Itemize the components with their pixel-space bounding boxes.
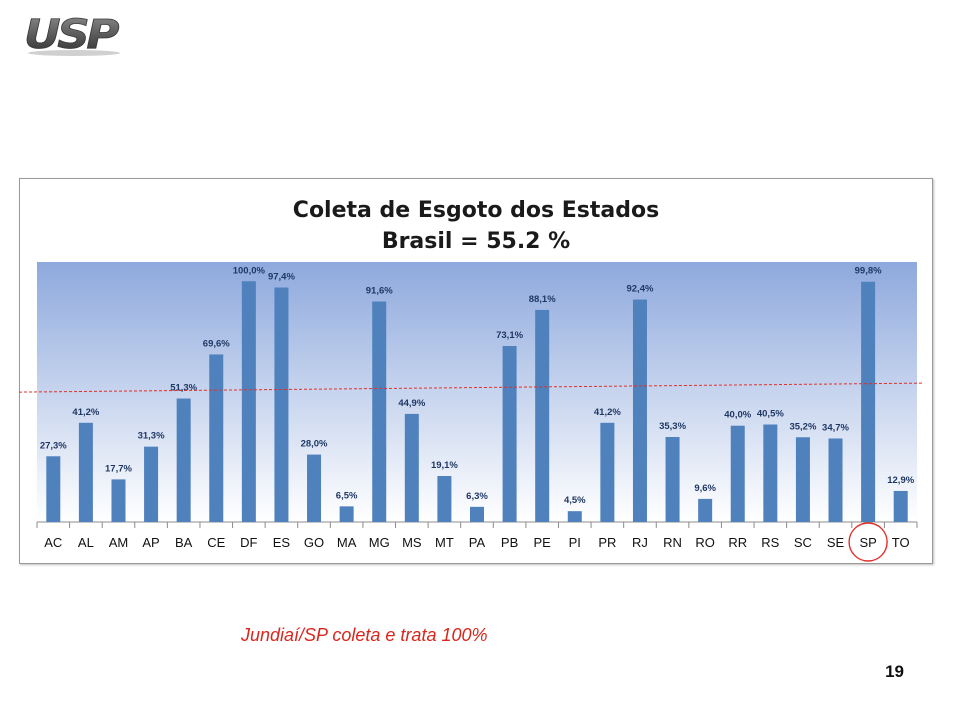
data-label-ac: 27,3%	[40, 440, 67, 451]
chart-title-line-2: Brasil = 55.2 %	[381, 229, 571, 254]
bar-am	[111, 479, 126, 522]
bar-ba	[176, 398, 191, 522]
bar-rn	[665, 437, 680, 522]
data-label-mg: 91,6%	[366, 285, 393, 296]
bar-se	[828, 438, 843, 522]
x-tick-label-al: AL	[78, 535, 94, 550]
x-tick-label-ba: BA	[175, 535, 193, 550]
x-tick-label-pe: PE	[534, 535, 552, 550]
data-label-rj: 92,4%	[626, 284, 653, 295]
x-tick-label-ma: MA	[337, 535, 357, 550]
data-label-mt: 19,1%	[431, 460, 458, 471]
bar-ap	[144, 446, 159, 522]
x-tick-label-es: ES	[273, 535, 291, 550]
highlight-circle-sp	[848, 522, 888, 562]
bar-to	[893, 490, 908, 522]
x-tick-label-df: DF	[240, 535, 257, 550]
svg-text:USP: USP	[24, 12, 119, 58]
bar-ac	[46, 456, 61, 522]
bar-mt	[437, 476, 452, 522]
bar-pr	[600, 422, 615, 522]
bar-go	[307, 454, 322, 522]
x-tick-label-ap: AP	[142, 535, 159, 550]
bar-pa	[470, 506, 484, 522]
data-label-pe: 88,1%	[529, 294, 556, 305]
data-label-rr: 40,0%	[724, 410, 751, 421]
data-label-ce: 69,6%	[203, 338, 230, 349]
data-label-go: 28,0%	[301, 439, 328, 450]
data-label-to: 12,9%	[887, 475, 914, 486]
data-label-al: 41,2%	[72, 407, 99, 418]
bar-ms	[404, 413, 419, 522]
x-tick-label-go: GO	[304, 535, 324, 550]
chart-title-line-1: Coleta de Esgoto dos Estados	[292, 198, 660, 223]
bar-pb	[502, 346, 517, 522]
bar-al	[78, 422, 93, 522]
x-tick-label-ac: AC	[44, 535, 62, 550]
data-label-pb: 73,1%	[496, 330, 523, 341]
x-tick-label-pi: PI	[569, 535, 581, 550]
page-number: 19	[885, 662, 904, 681]
bar-mg	[372, 301, 387, 522]
x-tick-label-sp: SP	[859, 535, 876, 550]
data-label-ma: 6,5%	[336, 490, 358, 501]
data-label-rn: 35,3%	[659, 421, 686, 432]
bar-sc	[795, 437, 810, 522]
bar-es	[274, 287, 289, 522]
x-tick-label-ro: RO	[695, 535, 715, 550]
data-label-ms: 44,9%	[398, 398, 425, 409]
chart-title: Coleta de Esgoto dos Estados Brasil = 55…	[0, 195, 952, 257]
reference-line	[18, 382, 925, 393]
data-label-pr: 41,2%	[594, 407, 621, 418]
plot-area	[37, 262, 917, 522]
x-tick-label-rr: RR	[728, 535, 747, 550]
x-tick-label-mt: MT	[435, 535, 454, 550]
bar-pi	[567, 511, 582, 522]
bar-ce	[209, 354, 224, 522]
bar-sp	[861, 281, 876, 522]
data-label-ro: 9,6%	[694, 483, 716, 494]
x-tick-label-sc: SC	[794, 535, 812, 550]
bar-rj	[632, 299, 647, 522]
data-label-se: 34,7%	[822, 422, 849, 433]
x-tick-label-se: SE	[827, 535, 845, 550]
data-label-ap: 31,3%	[138, 431, 165, 442]
bar-pe	[535, 309, 550, 522]
bar-rs	[763, 424, 778, 522]
x-tick-label-rj: RJ	[632, 535, 648, 550]
x-tick-label-am: AM	[109, 535, 129, 550]
data-label-sc: 35,2%	[789, 421, 816, 432]
bar-ro	[698, 498, 713, 522]
x-tick-label-pa: PA	[469, 535, 486, 550]
x-tick-label-pb: PB	[501, 535, 518, 550]
x-tick-label-rn: RN	[663, 535, 682, 550]
bar-df	[241, 281, 256, 522]
data-label-am: 17,7%	[105, 463, 132, 474]
x-tick-label-mg: MG	[369, 535, 390, 550]
x-tick-label-to: TO	[892, 535, 910, 550]
data-label-rs: 40,5%	[757, 409, 784, 420]
data-label-pa: 6,3%	[466, 491, 488, 502]
data-label-pi: 4,5%	[564, 495, 586, 506]
x-tick-label-ms: MS	[402, 535, 422, 550]
data-label-es: 97,4%	[268, 272, 295, 283]
data-label-sp: 99,8%	[855, 266, 882, 277]
x-tick-label-rs: RS	[761, 535, 779, 550]
bar-rr	[730, 425, 745, 522]
usp-logo: USP	[24, 12, 122, 58]
x-tick-label-pr: PR	[598, 535, 616, 550]
data-label-ba: 51,3%	[170, 383, 197, 394]
bar-ma	[339, 506, 354, 522]
x-tick-label-ce: CE	[207, 535, 225, 550]
caption: Jundiaí/SP coleta e trata 100%	[241, 625, 488, 645]
data-label-df: 100,0%	[233, 265, 266, 276]
